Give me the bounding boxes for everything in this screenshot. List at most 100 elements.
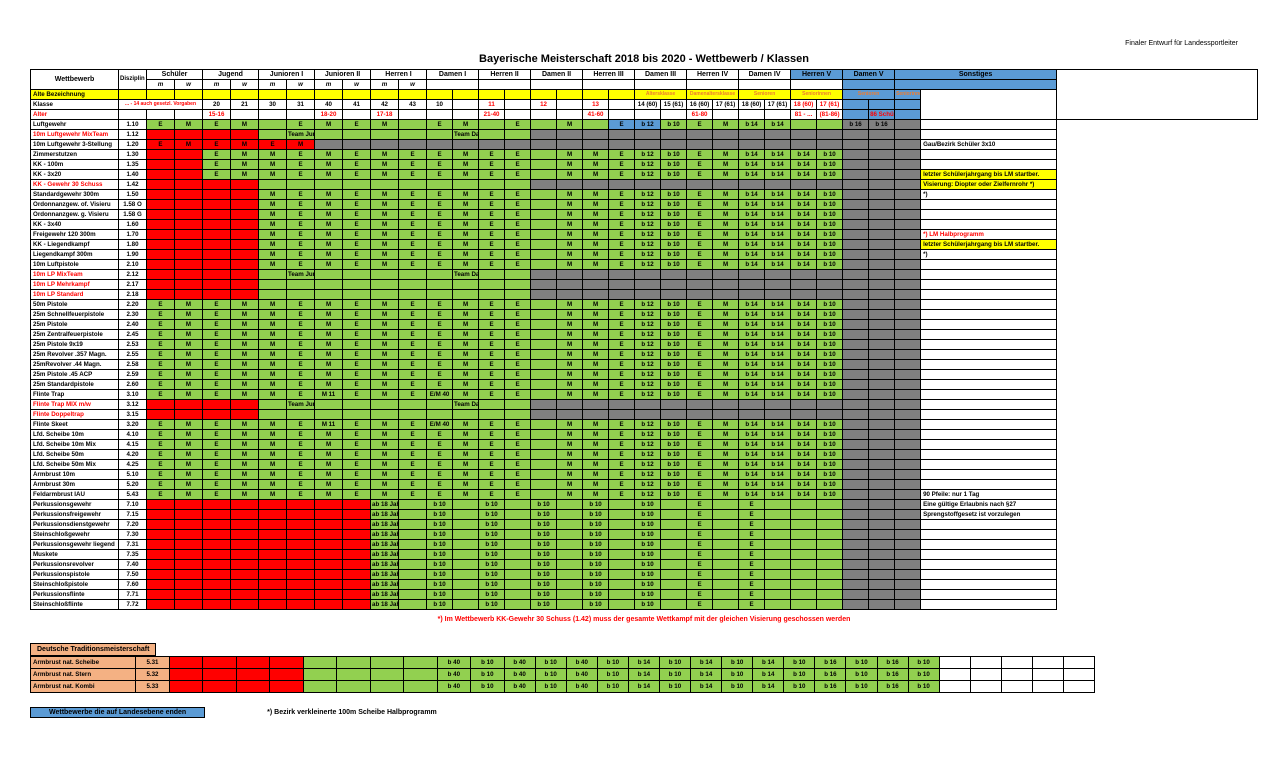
cell (843, 320, 869, 330)
cell (399, 140, 427, 150)
cell: E (479, 360, 505, 370)
cell (895, 110, 921, 120)
cell (895, 440, 921, 450)
cell (970, 669, 1001, 681)
cell: 2.58 (119, 360, 147, 370)
cell (843, 590, 869, 600)
cell: E (687, 390, 713, 400)
cell: M (315, 190, 343, 200)
cell: b 10 (661, 480, 687, 490)
cell: E (147, 460, 175, 470)
cell (869, 270, 895, 280)
cell (765, 510, 791, 520)
cell: Standardgewehr 300m (31, 190, 119, 200)
table-row: 25m Zentralfeuerpistole2.45EMEMMEMEMEEME… (31, 330, 1258, 340)
cell: b 10 (661, 230, 687, 240)
cell (583, 90, 609, 100)
cell: M (371, 220, 399, 230)
cell: M (231, 450, 259, 460)
cell: E (203, 440, 231, 450)
cell (843, 520, 869, 530)
cell: M (315, 320, 343, 330)
cell: b 14 (628, 681, 659, 693)
cell (399, 570, 427, 580)
cell: b 14 (791, 490, 817, 500)
cell (843, 310, 869, 320)
cell (869, 240, 895, 250)
cell: M (371, 210, 399, 220)
cell (175, 580, 203, 590)
cell (453, 100, 479, 110)
cell (869, 390, 895, 400)
cell: w (343, 80, 371, 90)
cell (175, 210, 203, 220)
cell (175, 160, 203, 170)
cell (843, 390, 869, 400)
cell: 5.43 (119, 490, 147, 500)
cell: b 14 (739, 450, 765, 460)
cell: E (399, 200, 427, 210)
cell (843, 170, 869, 180)
cell (895, 510, 921, 520)
cell: 10m LP Standard (31, 290, 119, 300)
cell: b 10 (635, 540, 661, 550)
cell: b 12 (635, 210, 661, 220)
cell: M (713, 160, 739, 170)
cell: E (479, 470, 505, 480)
cell (895, 230, 921, 240)
cell (315, 280, 343, 290)
cell (687, 400, 713, 410)
cell: E (609, 490, 635, 500)
cell: M (557, 190, 583, 200)
cell: E (343, 220, 371, 230)
cell: M 11 (315, 420, 343, 430)
footnote: *) Im Wettbewerb KK-Gewehr 30 Schuss (1.… (30, 616, 1258, 623)
cell (869, 190, 895, 200)
cell: E (147, 490, 175, 500)
cell: b 14 (691, 669, 722, 681)
cell: 7.31 (119, 540, 147, 550)
cell: b 14 (739, 160, 765, 170)
cell (531, 380, 557, 390)
cell: b 10 (583, 550, 609, 560)
cell: KK - 3x40 (31, 220, 119, 230)
cell (231, 590, 259, 600)
cell: 2.55 (119, 350, 147, 360)
cell: b 14 (739, 300, 765, 310)
cell: M (259, 490, 287, 500)
cell (231, 90, 259, 100)
cell (479, 400, 505, 410)
cell (203, 540, 231, 550)
cell: E (479, 430, 505, 440)
cell (661, 410, 687, 420)
cell (531, 130, 557, 140)
cell: 41 (343, 100, 371, 110)
cell (337, 681, 370, 693)
cell (343, 90, 371, 100)
cell (869, 300, 895, 310)
table-row: KK - 100m1.35EMMEMEMEEMEEMMEb 12b 10EMb … (31, 160, 1258, 170)
cell (557, 530, 583, 540)
cell (1095, 669, 1258, 681)
cell: 3.12 (119, 400, 147, 410)
cell: M (453, 350, 479, 360)
cell (869, 540, 895, 550)
cell (531, 340, 557, 350)
cell (147, 530, 175, 540)
cell (713, 180, 739, 190)
cell: M (583, 210, 609, 220)
cell (869, 220, 895, 230)
cell: M (583, 200, 609, 210)
cell: b 10 (817, 470, 843, 480)
cell (557, 520, 583, 530)
cell: E (203, 430, 231, 440)
cell: ab 18 Jahre (371, 520, 399, 530)
cell: b 10 (817, 460, 843, 470)
cell: b 10 (661, 240, 687, 250)
table-row: Feldarmbrust IAU5.43EMEMMEMEMEEMEEMMEb 1… (31, 490, 1258, 500)
cell: M (231, 320, 259, 330)
cell (895, 120, 921, 130)
cell: E (505, 220, 531, 230)
cell: 2.10 (119, 260, 147, 270)
cell: E (287, 250, 315, 260)
